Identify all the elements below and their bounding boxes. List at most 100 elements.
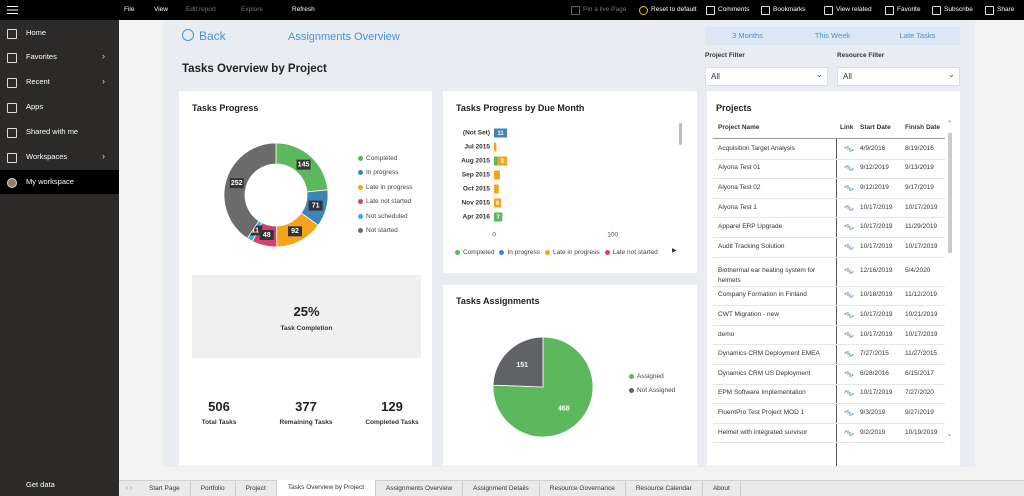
link-icon[interactable]: [844, 243, 854, 251]
toolbar-icon: [571, 6, 580, 15]
link-glyph: [844, 292, 854, 298]
nav-icon: [7, 128, 17, 138]
link-icon[interactable]: [844, 389, 854, 397]
toolbar-button[interactable]: Bookmarks: [773, 6, 806, 13]
legend-item[interactable]: Late in progress: [544, 245, 600, 260]
link-icon[interactable]: [844, 291, 854, 299]
kpi-value: 506: [208, 399, 230, 414]
page-tab[interactable]: Start Page: [139, 481, 191, 496]
toolbar-icon: [639, 6, 648, 15]
legend-item[interactable]: Late not started: [358, 195, 413, 210]
data-label: 11: [252, 227, 260, 234]
nav-item[interactable]: Home: [26, 28, 47, 37]
toolbar-button[interactable]: Edit report: [186, 6, 216, 13]
column-header[interactable]: Start Date: [860, 124, 891, 131]
link-glyph: [844, 371, 854, 377]
table-row: Audit Tracking Solution 10/17/2019 10/17/2…: [713, 237, 945, 258]
toolbar-button[interactable]: Comments: [718, 6, 750, 13]
panel: Tasks Progress by Due Month ▶ (Not Set) 11 J…: [443, 91, 697, 273]
nav-active: [0, 170, 119, 194]
link-icon[interactable]: [844, 311, 854, 319]
cell: 7/27/2020: [905, 389, 934, 397]
page-tab[interactable]: Resource Calendar: [626, 481, 703, 496]
legend-label: Late in progress: [366, 183, 413, 191]
table-row: CWT Migration - new 10/17/2019 10/21/2019: [713, 305, 945, 326]
dropdown[interactable]: All ⌄: [705, 67, 828, 86]
column-header[interactable]: Finish Date: [905, 124, 941, 131]
legend-item[interactable]: Late in progress: [358, 180, 413, 195]
nav-item[interactable]: My workspace: [26, 177, 74, 186]
toolbar-button[interactable]: File: [124, 6, 135, 13]
label-box: [308, 200, 323, 211]
link-icon[interactable]: [844, 350, 854, 358]
column-header[interactable]: Project Name: [718, 124, 760, 131]
page-tab[interactable]: Assignments Overview: [376, 481, 464, 496]
nav-icon: [7, 178, 17, 188]
page-tab[interactable]: Assignment Details: [463, 481, 540, 496]
page-tab[interactable]: Tasks Overview by Project: [276, 480, 377, 496]
scrollbar: [679, 123, 682, 145]
page-tab[interactable]: Portfolio: [191, 481, 236, 496]
filter-button[interactable]: 3 Months: [705, 27, 790, 45]
cell: 10/17/2019: [860, 223, 893, 231]
y-tick-label: Oct 2015: [463, 186, 490, 193]
legend-item[interactable]: Not scheduled: [358, 209, 413, 224]
filter-button[interactable]: This Week: [790, 27, 875, 45]
link-icon[interactable]: [844, 331, 854, 339]
toolbar-button[interactable]: Explore: [241, 6, 264, 13]
tab-scroll[interactable]: ‹ ›: [125, 485, 133, 492]
page-link[interactable]: Assignments Overview: [288, 31, 400, 43]
legend-item[interactable]: Completed: [455, 245, 494, 260]
toolbar-button[interactable]: Share: [997, 6, 1015, 13]
legend-item[interactable]: Assigned: [629, 369, 675, 384]
toolbar-button[interactable]: Reset to default: [651, 6, 697, 13]
link-icon[interactable]: [844, 164, 854, 172]
link-icon[interactable]: [844, 145, 854, 153]
toolbar-icon: [761, 6, 770, 15]
card-value: 25%: [293, 304, 320, 319]
legend-item[interactable]: Late not started: [604, 245, 658, 260]
cell: Alyona Test 01: [718, 164, 761, 172]
toolbar-button[interactable]: View: [154, 6, 168, 13]
link-icon[interactable]: [844, 204, 854, 212]
nav-item[interactable]: Recent: [26, 77, 50, 86]
nav-item[interactable]: Workspaces: [26, 152, 68, 161]
link-icon[interactable]: [844, 267, 854, 275]
column-header[interactable]: Link: [840, 124, 854, 131]
link-icon[interactable]: [844, 223, 854, 231]
kpi-label: Remaining Tasks: [279, 419, 333, 426]
legend-item[interactable]: Not started: [358, 224, 413, 239]
dropdown[interactable]: All ⌄: [837, 67, 960, 86]
link-icon[interactable]: [844, 184, 854, 192]
filter-button[interactable]: Late Tasks: [875, 27, 960, 45]
nav-item[interactable]: Shared with me: [26, 127, 79, 136]
menu-icon[interactable]: [7, 5, 19, 15]
legend-dot: [604, 249, 610, 255]
nav-footer[interactable]: Get data: [26, 480, 55, 489]
page-tab[interactable]: About: [703, 481, 741, 496]
page-tab[interactable]: Resource Governance: [540, 481, 626, 496]
page-tab[interactable]: Project: [236, 481, 277, 496]
toolbar-icon: [706, 6, 715, 15]
legend-item[interactable]: Completed: [358, 151, 413, 166]
nav-item[interactable]: Apps: [26, 102, 44, 111]
toolbar-button[interactable]: Favorite: [897, 6, 921, 13]
link-icon[interactable]: [844, 409, 854, 417]
data-label: 11: [497, 131, 504, 137]
bar: [494, 198, 502, 208]
toolbar-button[interactable]: Refresh: [292, 6, 315, 13]
nav-item[interactable]: Favorites: [26, 52, 57, 61]
toolbar-button[interactable]: View related: [836, 6, 872, 13]
legend-label: Late in progress: [552, 248, 600, 256]
dropdown-arrow: ⌄: [947, 69, 955, 79]
toolbar-button[interactable]: Subscribe: [944, 6, 973, 13]
link-icon[interactable]: [844, 370, 854, 378]
toolbar: File View Edit report Explore Refresh Pin a l…: [0, 0, 1024, 20]
link-icon[interactable]: [844, 429, 854, 437]
toolbar-button[interactable]: Pin a live Page: [583, 6, 627, 13]
nav-icon: [7, 29, 17, 39]
legend-item[interactable]: In progress: [499, 245, 540, 260]
back-link[interactable]: Back: [199, 29, 226, 43]
legend-item[interactable]: Not Assigned: [629, 384, 675, 399]
legend-item[interactable]: In progress: [358, 166, 413, 181]
